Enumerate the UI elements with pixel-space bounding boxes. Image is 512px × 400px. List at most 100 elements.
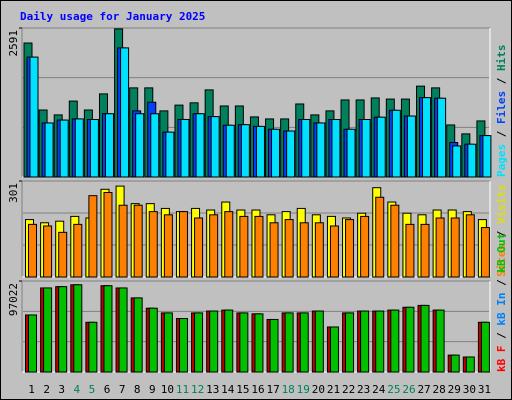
bar — [435, 217, 445, 278]
bar — [450, 354, 460, 373]
bar — [452, 145, 462, 178]
x-tick-label: 10 — [161, 383, 174, 396]
x-tick-label: 28 — [433, 383, 446, 396]
bar — [331, 118, 341, 178]
x-tick-label: 16 — [251, 383, 264, 396]
bar — [209, 310, 219, 373]
y-tick-label: 97022 — [7, 283, 20, 316]
x-tick-label: 15 — [236, 383, 249, 396]
legend: Pages / Files / Hits — [495, 45, 508, 178]
bar — [224, 309, 234, 373]
bar — [178, 318, 188, 373]
legend-item: kB F — [495, 346, 508, 373]
x-tick-label: 1 — [28, 383, 35, 396]
bar — [420, 223, 430, 278]
bar — [88, 321, 98, 373]
bar — [269, 318, 279, 373]
bar — [406, 115, 416, 178]
bar — [390, 309, 400, 373]
bar — [163, 214, 173, 278]
legend-item: Sites — [495, 244, 508, 277]
bar — [299, 312, 309, 373]
x-tick-label: 26 — [402, 383, 415, 396]
bar — [103, 191, 113, 278]
bar — [239, 215, 249, 278]
bar — [165, 131, 175, 178]
bar — [361, 118, 371, 178]
bar — [316, 122, 326, 178]
bar — [467, 143, 477, 178]
x-tick-label: 4 — [74, 383, 81, 396]
bar — [422, 97, 432, 178]
bar — [254, 215, 264, 278]
x-tick-label: 20 — [312, 383, 325, 396]
bar — [29, 56, 39, 178]
bar — [375, 310, 385, 373]
bar — [148, 211, 158, 278]
x-tick-label: 18 — [282, 383, 295, 396]
x-tick-label: 2 — [43, 383, 50, 396]
bar — [346, 128, 356, 178]
x-tick-label: 17 — [266, 383, 279, 396]
bar — [43, 225, 53, 278]
x-tick-label: 3 — [58, 383, 65, 396]
bar — [194, 312, 204, 373]
bar — [163, 312, 173, 373]
bar — [133, 297, 143, 373]
bar — [375, 196, 385, 278]
bar — [299, 222, 309, 278]
legend: Sites / Visits — [495, 184, 508, 277]
legend-item: Pages — [495, 144, 508, 177]
legend-separator: / — [495, 124, 508, 144]
bar — [210, 116, 220, 178]
x-tick-label: 13 — [206, 383, 219, 396]
bar — [437, 97, 447, 178]
x-tick-label: 22 — [342, 383, 355, 396]
bar — [118, 204, 128, 278]
bar — [345, 219, 355, 278]
chart-title: Daily usage for January 2025 — [20, 10, 205, 23]
x-tick-label: 6 — [104, 383, 111, 396]
bar — [269, 222, 279, 278]
bar — [73, 284, 83, 373]
bar — [284, 312, 294, 373]
bar — [209, 214, 219, 278]
bar — [482, 135, 492, 178]
bar — [58, 286, 68, 373]
bar — [391, 109, 401, 178]
bar — [240, 124, 250, 178]
legend-item: Visits — [495, 184, 508, 224]
legend-item: kB Out — [495, 233, 508, 273]
bar — [345, 312, 355, 373]
bar — [284, 219, 294, 278]
x-tick-label: 9 — [149, 383, 156, 396]
x-tick-label: 19 — [297, 383, 310, 396]
bar — [225, 124, 235, 178]
y-tick-label: 301 — [7, 183, 20, 203]
legend-separator: / — [495, 71, 508, 91]
bar — [314, 222, 324, 278]
bar — [74, 118, 84, 178]
x-tick-label: 12 — [191, 383, 204, 396]
bar — [194, 217, 204, 278]
x-tick-label: 25 — [387, 383, 400, 396]
bar — [286, 130, 296, 178]
bar — [360, 215, 370, 278]
legend-item: kB In — [495, 293, 508, 326]
bar — [405, 223, 415, 278]
bar — [118, 287, 128, 373]
bar — [390, 204, 400, 278]
y-tick-label: 2591 — [7, 30, 20, 57]
x-tick-label: 8 — [134, 383, 141, 396]
x-tick-label: 5 — [89, 383, 96, 396]
x-tick-label: 7 — [119, 383, 126, 396]
bar — [480, 321, 490, 373]
bar — [44, 122, 54, 178]
bar — [73, 223, 83, 278]
bar — [150, 113, 160, 178]
bar — [104, 113, 114, 178]
bar — [360, 310, 370, 373]
x-tick-label: 31 — [478, 383, 491, 396]
bar — [135, 113, 145, 178]
